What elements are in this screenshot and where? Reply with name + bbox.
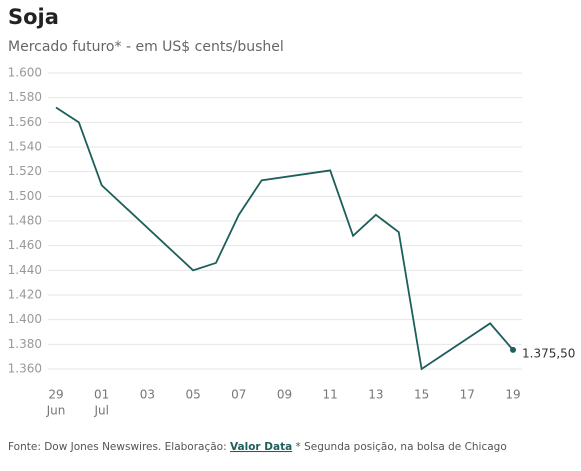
x-tick-label: 03 — [140, 388, 155, 402]
y-tick-label: 1.520 — [8, 164, 42, 178]
x-tick-label: 01 — [94, 388, 109, 402]
x-tick-label: 09 — [277, 388, 292, 402]
x-tick-label: 13 — [368, 388, 383, 402]
y-tick-label: 1.580 — [8, 90, 42, 104]
y-tick-label: 1.540 — [8, 140, 42, 154]
source-link[interactable]: Valor Data — [230, 441, 292, 453]
y-tick-label: 1.360 — [8, 362, 42, 376]
y-tick-label: 1.380 — [8, 337, 42, 351]
value-label: 1.375,50 — [522, 346, 575, 360]
x-tick-label: 07 — [231, 388, 246, 402]
y-tick-label: 1.480 — [8, 214, 42, 228]
y-tick-label: 1.600 — [8, 66, 42, 80]
x-tick-label: 05 — [185, 388, 200, 402]
x-tick-label: 15 — [414, 388, 429, 402]
x-tick-month: Jun — [46, 404, 66, 418]
x-tick-label: 19 — [505, 388, 520, 402]
x-tick-label: 17 — [460, 388, 475, 402]
line — [55, 106, 514, 371]
source-suffix: * Segunda posição, na bolsa de Chicago — [292, 441, 507, 453]
y-tick-label: 1.420 — [8, 288, 42, 302]
chart-title: Soja — [8, 5, 59, 29]
y-tick-label: 1.560 — [8, 115, 42, 129]
x-tick-label: 29 — [48, 388, 63, 402]
x-tick-label: 11 — [323, 388, 338, 402]
source-prefix: Fonte: Dow Jones Newswires. Elaboração: — [8, 441, 230, 453]
end-point — [510, 346, 516, 353]
x-tick-month: Jul — [93, 404, 108, 418]
source: Fonte: Dow Jones Newswires. Elaboração: … — [8, 441, 507, 453]
y-tick-label: 1.440 — [8, 263, 42, 277]
y-tick-label: 1.400 — [8, 312, 42, 326]
y-tick-label: 1.460 — [8, 238, 42, 252]
y-tick-label: 1.500 — [8, 189, 42, 203]
chart-subtitle: Mercado futuro* - em US$ cents/bushel — [8, 39, 284, 55]
